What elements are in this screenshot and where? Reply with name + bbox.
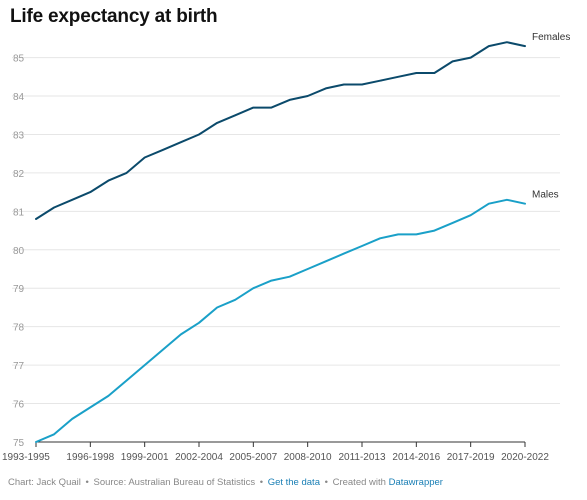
gridlines xyxy=(12,57,560,405)
y-axis-ticks: 75 76 77 78 79 80 81 82 83 84 85 xyxy=(13,54,25,449)
x-axis: 1993-1995 1996-1998 1999-2001 2002-2004 2005… xyxy=(2,441,549,463)
y-tick-label: 79 xyxy=(13,284,25,295)
y-tick-label: 82 xyxy=(13,169,25,180)
source-credit: Source: Australian Bureau of Statistics xyxy=(93,477,256,488)
y-tick-label: 77 xyxy=(13,361,25,372)
y-tick-label: 83 xyxy=(13,130,25,141)
series-line-females xyxy=(35,41,526,220)
datawrapper-link[interactable]: Datawrapper xyxy=(388,477,443,488)
y-tick-label: 76 xyxy=(13,400,25,411)
x-tick-label: 1999-2001 xyxy=(121,452,169,463)
y-tick-label: 81 xyxy=(13,207,25,218)
x-tick-label: 2020-2022 xyxy=(501,452,549,463)
series-label-males: Males xyxy=(532,190,559,201)
x-tick-label: 2014-2016 xyxy=(392,452,440,463)
series-line-males xyxy=(35,198,526,443)
line-chart: 75 76 77 78 79 80 81 82 83 84 85 1993-1995 1996-199… xyxy=(2,32,570,463)
footer-separator: • xyxy=(85,477,89,488)
footer-separator: • xyxy=(259,477,264,488)
created-with-text: Created with xyxy=(332,477,386,488)
series-label-females: Females xyxy=(532,32,570,43)
x-tick-label: 2017-2019 xyxy=(447,452,495,463)
y-tick-label: 84 xyxy=(13,92,25,103)
x-tick-label: 1996-1998 xyxy=(66,452,114,463)
x-tick-label: 2002-2004 xyxy=(175,452,223,463)
chart-footer: Chart: Jack Quail • Source: Australian B… xyxy=(8,477,443,488)
series-labels: Females Males xyxy=(532,32,570,201)
y-tick-label: 85 xyxy=(13,54,25,65)
chart-title: Life expectancy at birth xyxy=(10,6,218,27)
x-tick-label: 2008-2010 xyxy=(284,452,332,463)
x-tick-label: 2005-2007 xyxy=(229,452,277,463)
series-lines xyxy=(35,41,526,443)
x-tick-label: 1993-1995 xyxy=(2,452,50,463)
chart-credit: Chart: Jack Quail xyxy=(8,477,81,488)
get-data-link[interactable]: Get the data xyxy=(267,477,320,488)
y-tick-label: 78 xyxy=(13,323,25,334)
footer-separator: • xyxy=(324,477,328,488)
y-tick-label: 80 xyxy=(13,246,25,257)
x-tick-label: 2011-2013 xyxy=(338,452,386,463)
y-tick-label: 75 xyxy=(13,438,25,449)
